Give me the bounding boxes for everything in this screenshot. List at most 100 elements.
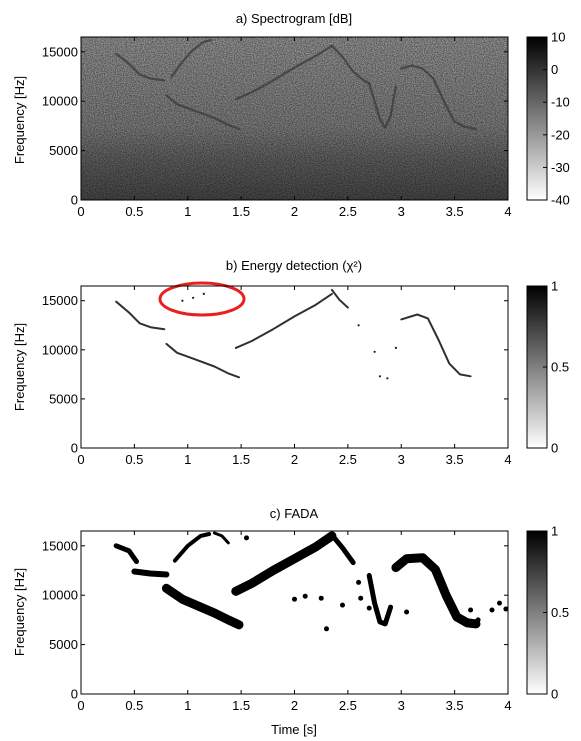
x-tick-label: 4: [504, 204, 511, 219]
panel-b: b) Energy detection (χ²) 0 0.5 1 1.5 2 2.5 3 3.…: [12, 258, 569, 467]
trace-4: [330, 44, 371, 85]
detection-dot-6: [386, 377, 389, 380]
xlabel-c: Time [s]: [271, 722, 317, 737]
trace-0: [115, 52, 166, 82]
colorbar-tick-label: 0: [551, 62, 558, 77]
x-tick-label: 0.5: [125, 452, 143, 467]
colorbar-tick-label: 1: [551, 524, 558, 539]
y-tick-label: 15000: [42, 293, 78, 308]
y-axis-a: 0 5000 10000 15000: [42, 44, 508, 208]
y-axis-b: 0 5000 10000 15000: [42, 293, 508, 456]
x-tick-label: 4: [504, 452, 511, 467]
y-tick-label: 10000: [42, 588, 78, 603]
trace-1: [165, 94, 241, 130]
highlight-ellipse: [158, 281, 246, 317]
panel-c: c) FADA 0 0.5 1 1.5 2 2.5 3 3.5 4 0 5000 10000 1500…: [12, 506, 569, 737]
panel-c-title: c) FADA: [270, 506, 319, 521]
trace-4: [400, 313, 472, 378]
x-tick-label: 0: [77, 204, 84, 219]
detection-dot-0: [181, 299, 184, 302]
detection-dot-6: [324, 626, 329, 632]
colorbar-tick-label: 0: [551, 441, 558, 456]
y-tick-label: 15000: [42, 44, 78, 59]
colorbar-tick-label: 10: [551, 30, 565, 45]
trace-2: [170, 38, 213, 78]
x-tick-label: 1.5: [232, 204, 250, 219]
ylabel-a: Frequency [Hz]: [12, 76, 27, 164]
panel-a-title: a) Spectrogram [dB]: [236, 11, 352, 26]
trace-6: [329, 532, 356, 566]
x-tick-label: 0.5: [125, 204, 143, 219]
x-tick-label: 2: [291, 452, 298, 467]
x-tick-label: 1.5: [232, 698, 250, 713]
spectrogram-traces: [115, 38, 478, 130]
x-tick-label: 1.5: [232, 452, 250, 467]
spectrogram-noise: [81, 37, 508, 200]
detection-dot-2: [202, 292, 205, 295]
trace-5: [231, 531, 337, 596]
x-tick-label: 3.5: [446, 452, 464, 467]
trace-6: [400, 64, 478, 130]
detection-dot-2: [318, 595, 324, 601]
detection-dot-1: [192, 296, 195, 299]
colorbar-tick-label: -10: [551, 95, 570, 110]
ylabel-b: Frequency [Hz]: [12, 323, 27, 411]
detection-dot-8: [404, 609, 410, 615]
detection-dot-1: [292, 596, 297, 602]
detection-dot-7: [366, 605, 372, 611]
colorbar-ticks-c: 10.50: [543, 524, 569, 702]
x-tick-label: 3: [398, 452, 405, 467]
colorbar-tick-label: -30: [551, 160, 570, 175]
colorbar-ticks-a: 10 0 -10 -20 -30 -40: [543, 30, 570, 208]
detection-dot-5: [358, 595, 364, 601]
panel-b-title: b) Energy detection (χ²): [226, 258, 362, 273]
y-tick-label: 5000: [49, 637, 78, 652]
trace-7: [366, 573, 394, 627]
energy-traces: [115, 288, 472, 380]
colorbar-tick-label: 0.5: [551, 605, 569, 620]
y-tick-label: 10000: [42, 342, 78, 357]
detection-dot-13: [503, 606, 508, 612]
colorbar-tick-label: -20: [551, 127, 570, 142]
colorbar-tick-label: -40: [551, 193, 570, 208]
detection-dot-14: [302, 593, 308, 599]
y-tick-label: 5000: [49, 143, 78, 158]
x-tick-label: 1: [184, 204, 191, 219]
x-tick-label: 2.5: [339, 204, 357, 219]
y-axis-c: 0 5000 10000 15000: [42, 538, 508, 702]
x-tick-label: 3: [398, 698, 405, 713]
x-tick-label: 0.5: [125, 698, 143, 713]
detection-dot-5: [378, 375, 381, 378]
detection-dot-12: [497, 600, 502, 606]
x-tick-label: 2.5: [339, 452, 357, 467]
energy-background: [81, 286, 508, 448]
trace-0: [113, 543, 139, 565]
trace-3: [234, 44, 333, 101]
x-tick-label: 1: [184, 452, 191, 467]
x-axis-a: 0 0.5 1 1.5 2 2.5 3 3.5 4: [77, 37, 512, 219]
trace-2: [234, 292, 333, 349]
x-axis-c: 0 0.5 1 1.5 2 2.5 3 3.5 4: [77, 531, 512, 713]
x-tick-label: 3.5: [446, 698, 464, 713]
colorbar-tick-label: 0.5: [551, 360, 569, 375]
fada-traces: [113, 531, 508, 632]
trace-3: [330, 288, 349, 309]
detection-dot-4: [356, 579, 362, 585]
colorbar-a: [526, 36, 548, 201]
x-tick-label: 0: [77, 698, 84, 713]
trace-3: [172, 532, 212, 563]
x-tick-label: 2.5: [339, 698, 357, 713]
y-tick-label: 10000: [42, 94, 78, 109]
x-tick-label: 3: [398, 204, 405, 219]
trace-8: [391, 553, 481, 629]
ylabel-c: Frequency [Hz]: [12, 568, 27, 656]
y-tick-label: 15000: [42, 538, 78, 553]
detection-dot-0: [244, 535, 249, 541]
x-tick-label: 2: [291, 204, 298, 219]
colorbar-ticks-b: 10.50: [543, 279, 569, 456]
x-tick-label: 3.5: [446, 204, 464, 219]
y-tick-label: 5000: [49, 391, 78, 406]
trace-2: [161, 583, 244, 630]
detection-dot-3: [340, 602, 345, 608]
